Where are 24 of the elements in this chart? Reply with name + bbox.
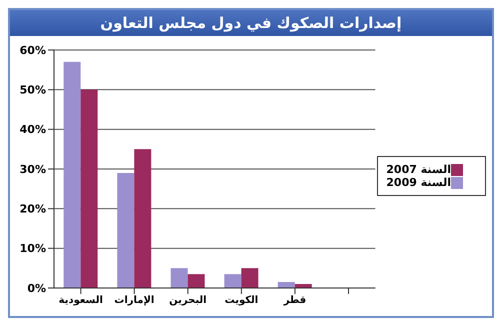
bar — [80, 90, 98, 288]
y-tick-label: 40% — [20, 123, 46, 136]
x-tick-label: قطر — [282, 295, 306, 306]
x-tick-label: الكويت — [224, 295, 258, 306]
bar — [241, 268, 258, 288]
x-tick-label: الإمارات — [114, 295, 154, 306]
y-tick-label: 20% — [20, 202, 46, 216]
y-tick-label: 50% — [20, 84, 46, 97]
y-tick-label: 30% — [20, 162, 46, 176]
bar — [188, 274, 205, 288]
x-tick-label: البحرين — [169, 295, 207, 306]
x-tick-label: السعودية — [58, 295, 103, 306]
bar — [170, 268, 188, 288]
bar — [117, 172, 134, 288]
bar — [278, 282, 295, 288]
legend-label: السنة 2009 — [386, 176, 451, 189]
bar — [134, 149, 152, 288]
y-tick-label: 0% — [27, 282, 46, 295]
bar — [64, 62, 81, 288]
bar — [224, 274, 242, 288]
y-tick-label: 60% — [20, 44, 46, 57]
chart-title: إصدارات الصكوك في دول مجلس التعاون — [10, 10, 492, 36]
y-tick-label: 10% — [20, 242, 46, 256]
legend-label: السنة 2007 — [386, 163, 451, 176]
